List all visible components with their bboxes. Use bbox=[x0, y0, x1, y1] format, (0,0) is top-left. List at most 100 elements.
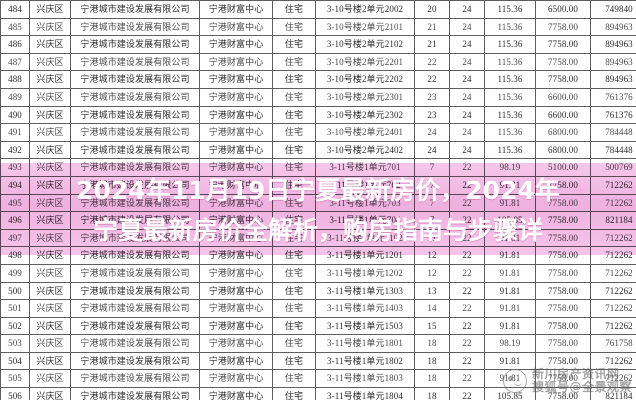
row-total-price: 712262 bbox=[590, 263, 636, 283]
row-developer: 宁港城市建设发展有限公司 bbox=[70, 175, 200, 195]
row-area: 91.81 bbox=[484, 175, 536, 195]
row-index: 487 bbox=[0, 52, 30, 72]
row-unit-price: 7758.00 bbox=[535, 228, 591, 248]
row-index: 489 bbox=[0, 87, 30, 107]
row-unit-number: 3-11号楼1单元1803 bbox=[315, 369, 415, 389]
row-area: 91.81 bbox=[484, 351, 536, 371]
row-unit-price: 7758.00 bbox=[535, 299, 591, 318]
row-unit-price: 7758.00 bbox=[535, 17, 591, 37]
row-developer: 宁港城市建设发展有限公司 bbox=[70, 263, 200, 283]
row-developer: 宁港城市建设发展有限公司 bbox=[70, 369, 200, 389]
row-developer: 宁港城市建设发展有限公司 bbox=[70, 281, 200, 301]
row-floor: 23 bbox=[414, 105, 450, 125]
row-usage: 住宅 bbox=[272, 281, 316, 301]
row-district: 兴庆区 bbox=[29, 281, 71, 301]
row-district: 兴庆区 bbox=[29, 351, 71, 371]
row-floor: 7 bbox=[414, 175, 450, 195]
row-total-floors: 22 bbox=[449, 334, 485, 353]
row-index: 491 bbox=[0, 123, 30, 142]
row-total-floors: 22 bbox=[449, 158, 485, 177]
row-developer: 宁港城市建设发展有限公司 bbox=[70, 105, 200, 125]
row-project: 宁港财富中心 bbox=[199, 123, 273, 142]
row-district: 兴庆区 bbox=[29, 263, 71, 283]
row-floor: 24 bbox=[414, 140, 450, 160]
row-district: 兴庆区 bbox=[29, 316, 71, 336]
table-row: 489 兴庆区 宁港城市建设发展有限公司 宁港财富中心 住宅 3-10号楼2单元2301 2… bbox=[0, 87, 636, 107]
row-total-floors: 22 bbox=[449, 211, 485, 230]
row-index: 495 bbox=[0, 193, 30, 213]
row-developer: 宁港城市建设发展有限公司 bbox=[70, 334, 200, 353]
table-row: 504 兴庆区 宁港城市建设发展有限公司 宁港财富中心 住宅 3-11号楼1单元1802 1… bbox=[0, 351, 636, 371]
row-unit-price: 5100.00 bbox=[535, 158, 591, 177]
row-total-floors: 22 bbox=[449, 387, 485, 400]
row-district: 兴庆区 bbox=[29, 299, 71, 318]
row-developer: 宁港城市建设发展有限公司 bbox=[70, 158, 200, 177]
row-unit-number: 3-11号楼1单元1804 bbox=[315, 387, 415, 400]
row-project: 宁港财富中心 bbox=[199, 140, 273, 160]
row-unit-number: 3-10号楼2单元2401 bbox=[315, 123, 415, 142]
row-floor: 18 bbox=[414, 351, 450, 371]
row-unit-number: 3-11号楼1单元701 bbox=[315, 158, 415, 177]
row-usage: 住宅 bbox=[272, 263, 316, 283]
row-index: 500 bbox=[0, 281, 30, 301]
row-unit-number: 3-10号楼2单元2002 bbox=[315, 0, 415, 19]
row-index: 490 bbox=[0, 105, 30, 125]
row-usage: 住宅 bbox=[272, 17, 316, 37]
row-index: 496 bbox=[0, 211, 30, 230]
table-row: 493 兴庆区 宁港城市建设发展有限公司 宁港财富中心 住宅 3-11号楼1单元701 7 2… bbox=[0, 158, 636, 177]
row-total-floors: 24 bbox=[449, 70, 485, 89]
table-row: 484 兴庆区 宁港城市建设发展有限公司 宁港财富中心 住宅 3-10号楼2单元2002 2… bbox=[0, 0, 636, 19]
row-floor: 15 bbox=[414, 316, 450, 336]
row-district: 兴庆区 bbox=[29, 140, 71, 160]
row-district: 兴庆区 bbox=[29, 123, 71, 142]
row-floor: 18 bbox=[414, 387, 450, 400]
row-unit-price: 7758.00 bbox=[535, 263, 591, 283]
row-total-price: 712262 bbox=[590, 351, 636, 371]
row-total-floors: 22 bbox=[449, 281, 485, 301]
row-total-price: 894963 bbox=[590, 70, 636, 89]
row-developer: 宁港城市建设发展有限公司 bbox=[70, 140, 200, 160]
table-row: 490 兴庆区 宁港城市建设发展有限公司 宁港财富中心 住宅 3-10号楼2单元2302 2… bbox=[0, 105, 636, 125]
row-floor: 18 bbox=[414, 369, 450, 389]
row-index: 503 bbox=[0, 334, 30, 353]
row-area: 91.81 bbox=[484, 369, 536, 389]
row-total-price: 821184 bbox=[590, 387, 636, 400]
table-row: 486 兴庆区 宁港城市建设发展有限公司 宁港财富中心 住宅 3-10号楼2单元2102 2… bbox=[0, 35, 636, 54]
row-floor: 7 bbox=[414, 193, 450, 213]
row-usage: 住宅 bbox=[272, 316, 316, 336]
row-floor: 14 bbox=[414, 299, 450, 318]
row-unit-number: 3-11号楼1单元704 bbox=[315, 211, 415, 230]
row-developer: 宁港城市建设发展有限公司 bbox=[70, 246, 200, 265]
row-total-floors: 22 bbox=[449, 316, 485, 336]
row-usage: 住宅 bbox=[272, 299, 316, 318]
row-area: 115.36 bbox=[484, 70, 536, 89]
row-area: 115.36 bbox=[484, 52, 536, 72]
row-project: 宁港财富中心 bbox=[199, 246, 273, 265]
row-floor: 7 bbox=[414, 158, 450, 177]
row-project: 宁港财富中心 bbox=[199, 35, 273, 54]
table-row: 492 兴庆区 宁港城市建设发展有限公司 宁港财富中心 住宅 3-10号楼2单元2402 2… bbox=[0, 140, 636, 160]
row-developer: 宁港城市建设发展有限公司 bbox=[70, 387, 200, 400]
row-usage: 住宅 bbox=[272, 211, 316, 230]
row-project: 宁港财富中心 bbox=[199, 316, 273, 336]
row-total-floors: 22 bbox=[449, 193, 485, 213]
row-index: 492 bbox=[0, 140, 30, 160]
row-index: 493 bbox=[0, 158, 30, 177]
row-index: 499 bbox=[0, 263, 30, 283]
row-usage: 住宅 bbox=[272, 246, 316, 265]
row-unit-number: 3-11号楼1单元1202 bbox=[315, 263, 415, 283]
row-unit-price: 6800.00 bbox=[535, 123, 591, 142]
row-total-floors: 24 bbox=[449, 87, 485, 107]
row-usage: 住宅 bbox=[272, 369, 316, 389]
table-row: 501 兴庆区 宁港城市建设发展有限公司 宁港财富中心 住宅 3-11号楼1单元1403 1… bbox=[0, 299, 636, 318]
row-total-price: 712262 bbox=[590, 316, 636, 336]
row-floor: 23 bbox=[414, 87, 450, 107]
row-district: 兴庆区 bbox=[29, 87, 71, 107]
row-area: 115.36 bbox=[484, 35, 536, 54]
row-unit-price: 6800.00 bbox=[535, 140, 591, 160]
row-district: 兴庆区 bbox=[29, 193, 71, 213]
row-index: 506 bbox=[0, 387, 30, 400]
row-district: 兴庆区 bbox=[29, 35, 71, 54]
row-total-floors: 24 bbox=[449, 123, 485, 142]
